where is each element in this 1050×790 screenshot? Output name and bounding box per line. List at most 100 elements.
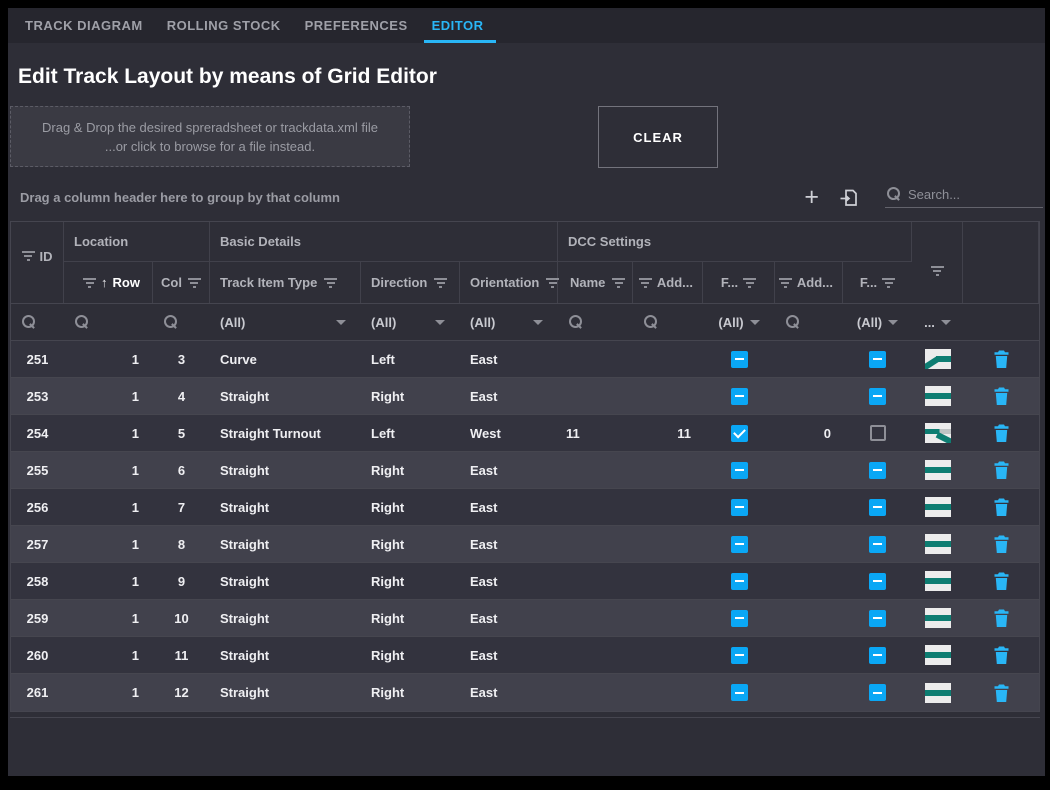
cell-row[interactable]: 1 (131, 573, 139, 589)
cell-track-item-type[interactable]: Straight (220, 573, 270, 589)
cell-track-item-type[interactable]: Straight (220, 647, 270, 663)
cell-orientation[interactable]: East (470, 536, 498, 552)
cell-col[interactable]: 7 (177, 499, 186, 515)
cell-row[interactable]: 1 (131, 499, 139, 515)
cell-direction[interactable]: Right (371, 610, 405, 626)
cell-direction[interactable]: Right (371, 536, 405, 552)
cell-name[interactable] (558, 563, 633, 599)
tab-editor[interactable]: EDITOR (423, 8, 496, 43)
cell-row[interactable]: 1 (131, 351, 139, 367)
flag2-checkbox[interactable] (869, 425, 886, 441)
filter-flag-1[interactable]: (All) (703, 304, 775, 340)
filter-address-2[interactable] (775, 304, 843, 340)
filter-id[interactable] (11, 304, 64, 340)
cell-track-item-type[interactable]: Straight (220, 685, 270, 700)
cell-address-2[interactable]: 0 (823, 425, 831, 441)
cell-address-1[interactable] (633, 526, 703, 562)
delete-row-button[interactable] (994, 646, 1009, 664)
cell-col[interactable]: 12 (174, 685, 189, 700)
cell-direction[interactable]: Right (371, 499, 405, 515)
cell-col[interactable]: 3 (177, 351, 186, 367)
flag1-checkbox[interactable] (730, 535, 748, 553)
header-name[interactable]: Name (558, 262, 633, 303)
filter-flag-2[interactable]: (All) (843, 304, 912, 340)
delete-row-button[interactable] (994, 535, 1009, 553)
cell-direction[interactable]: Right (371, 388, 405, 404)
cell-row[interactable]: 1 (131, 425, 139, 441)
cell-name[interactable]: 11 (566, 425, 580, 441)
cell-address-2[interactable] (775, 489, 843, 525)
cell-id[interactable]: 254 (26, 425, 49, 441)
cell-orientation[interactable]: West (470, 425, 501, 441)
delete-row-button[interactable] (994, 424, 1009, 442)
cell-row[interactable]: 1 (131, 647, 139, 663)
cell-direction[interactable]: Right (371, 573, 405, 589)
flag2-checkbox[interactable] (869, 387, 886, 405)
cell-orientation[interactable]: East (470, 610, 498, 626)
delete-row-button[interactable] (994, 609, 1009, 627)
cell-address-1[interactable] (633, 600, 703, 636)
flag1-checkbox[interactable] (730, 609, 748, 627)
cell-id[interactable]: 257 (26, 536, 49, 552)
header-track-icon-column[interactable] (912, 222, 963, 303)
cell-direction[interactable]: Left (371, 425, 395, 441)
cell-address-1[interactable] (633, 489, 703, 525)
cell-name[interactable] (558, 378, 633, 414)
delete-row-button[interactable] (994, 350, 1009, 368)
header-address-2[interactable]: Add... (775, 262, 843, 303)
tab-track-diagram[interactable]: TRACK DIAGRAM (25, 18, 143, 33)
cell-direction[interactable]: Right (371, 647, 405, 663)
cell-address-2[interactable] (775, 674, 843, 711)
delete-row-button[interactable] (994, 498, 1009, 516)
cell-track-item-type[interactable]: Straight (220, 536, 270, 552)
cell-row[interactable]: 1 (131, 462, 139, 478)
cell-address-2[interactable] (775, 637, 843, 673)
cell-address-1[interactable]: 11 (677, 425, 691, 441)
header-flag-1[interactable]: F... (703, 262, 775, 303)
flag1-checkbox[interactable] (730, 684, 748, 701)
filter-direction[interactable]: (All) (361, 304, 460, 340)
header-address-1[interactable]: Add... (633, 262, 703, 303)
tab-preferences[interactable]: PREFERENCES (304, 18, 408, 33)
flag2-checkbox[interactable] (869, 498, 886, 516)
cell-row[interactable]: 1 (131, 388, 139, 404)
cell-address-2[interactable] (775, 563, 843, 599)
header-track-item-type[interactable]: Track Item Type (210, 262, 361, 303)
flag2-checkbox[interactable] (869, 572, 886, 590)
cell-name[interactable] (558, 452, 633, 488)
cell-orientation[interactable]: East (470, 388, 498, 404)
cell-address-1[interactable] (633, 674, 703, 711)
cell-orientation[interactable]: East (470, 685, 498, 700)
cell-id[interactable]: 253 (26, 388, 49, 404)
flag2-checkbox[interactable] (869, 684, 886, 701)
header-col[interactable]: Col (153, 262, 210, 303)
filter-row[interactable] (64, 304, 153, 340)
cell-name[interactable] (558, 489, 633, 525)
cell-address-1[interactable] (633, 637, 703, 673)
cell-col[interactable]: 6 (177, 462, 186, 478)
cell-name[interactable] (558, 674, 633, 711)
flag1-checkbox[interactable] (730, 572, 748, 590)
cell-track-item-type[interactable]: Straight (220, 499, 270, 515)
header-orientation[interactable]: Orientation (460, 262, 560, 303)
cell-address-2[interactable] (775, 526, 843, 562)
header-row[interactable]: Row (64, 262, 153, 303)
header-direction[interactable]: Direction (361, 262, 460, 303)
file-dropzone[interactable]: Drag & Drop the desired spreradsheet or … (10, 106, 410, 167)
flag2-checkbox[interactable] (869, 535, 886, 553)
grid-search-input[interactable] (908, 186, 1041, 202)
cell-col[interactable]: 4 (177, 388, 186, 404)
cell-name[interactable] (558, 600, 633, 636)
cell-track-item-type[interactable]: Curve (220, 351, 257, 367)
cell-id[interactable]: 260 (26, 647, 49, 663)
cell-address-2[interactable] (775, 452, 843, 488)
cell-track-item-type[interactable]: Straight (220, 462, 270, 478)
add-row-icon[interactable] (804, 187, 819, 207)
cell-id[interactable]: 259 (26, 610, 49, 626)
cell-direction[interactable]: Right (371, 462, 405, 478)
cell-name[interactable] (558, 526, 633, 562)
flag2-checkbox[interactable] (869, 461, 886, 479)
cell-name[interactable] (558, 341, 633, 377)
cell-col[interactable]: 8 (177, 536, 186, 552)
cell-row[interactable]: 1 (131, 685, 139, 700)
